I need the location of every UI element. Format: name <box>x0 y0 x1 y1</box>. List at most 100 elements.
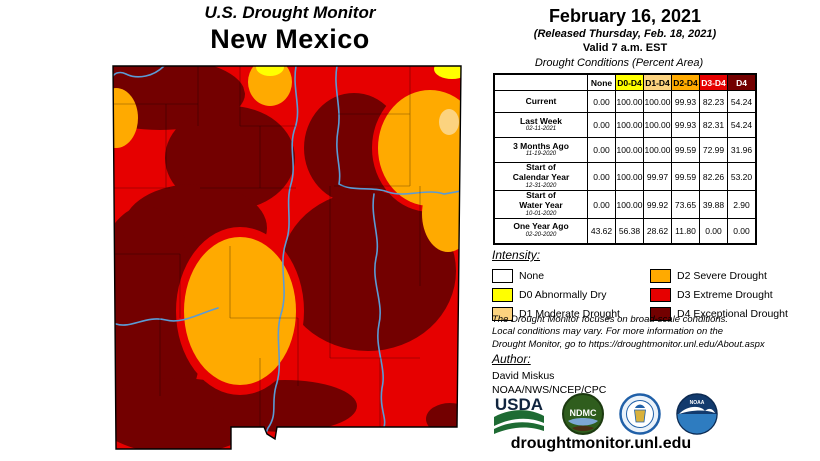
map-container <box>100 56 475 456</box>
value-cell: 100.00 <box>615 190 644 219</box>
value-cell: 11.80 <box>671 218 700 244</box>
released-date: (Released Thursday, Feb. 18, 2021) <box>533 28 717 40</box>
logo-row: USDA NDMC NOAA <box>490 392 719 436</box>
legend-swatch <box>650 306 671 321</box>
value-cell: 99.93 <box>671 112 700 138</box>
noaa-logo: NOAA <box>676 393 718 435</box>
valid-time: Valid 7 a.m. EST <box>582 42 668 54</box>
ndmc-logo-text: NDMC <box>570 408 597 418</box>
usda-logo: USDA <box>494 395 544 434</box>
column-header-d0-d4: D0-D4 <box>615 73 644 91</box>
column-header-d2-d4: D2-D4 <box>671 73 700 91</box>
value-cell: 0.00 <box>587 137 616 163</box>
column-header-none: None <box>587 73 616 91</box>
value-cell: 100.00 <box>615 137 644 163</box>
table-caption: Drought Conditions (Percent Area) <box>534 57 704 69</box>
value-cell: 2.90 <box>727 190 757 219</box>
row-date: 10-01-2020 <box>525 210 557 217</box>
value-cell: 54.24 <box>727 112 757 138</box>
legend-swatch <box>492 287 513 302</box>
value-cell: 99.97 <box>643 162 672 191</box>
rivers <box>113 66 461 434</box>
table-row: One Year Ago 02-20-2020 43.62 56.38 28.62 11.… <box>493 218 757 244</box>
ndmc-water-shape <box>568 418 598 426</box>
drought-monitor-url: droughtmonitor.unl.edu <box>510 435 692 452</box>
table-row: Start of Water Year 10-01-2020 0.00 100.00 9… <box>493 190 757 219</box>
table-row: 3 Months Ago 11-19-2020 0.00 100.00 100.00 99… <box>493 137 757 163</box>
legend-item: D3 Extreme Drought <box>650 287 820 302</box>
value-cell: 82.26 <box>699 162 728 191</box>
usda-field-shape <box>494 410 544 426</box>
intensity-legend: Intensity: None D0 Abnormally Dry D1 Moder… <box>492 248 820 323</box>
legend-label: D4 Exceptional Drought <box>677 307 788 320</box>
legend-swatch <box>650 287 671 302</box>
san-juan-river <box>113 66 165 78</box>
legend-item: D2 Severe Drought <box>650 268 820 283</box>
author-title: Author: <box>492 352 531 366</box>
drought-table: None D0-D4 D1-D4 D2-D4 D3-D4 D4 Current 0.00 10… <box>493 73 757 245</box>
new-mexico-map <box>112 65 462 450</box>
column-header-d4: D4 <box>727 73 757 91</box>
value-cell: 54.24 <box>727 90 757 113</box>
d1-regions <box>439 109 459 135</box>
value-cell: 0.00 <box>699 218 728 244</box>
row-date: 02-11-2021 <box>525 126 557 133</box>
value-cell: 0.00 <box>727 218 757 244</box>
noaa-logo-text: NOAA <box>690 400 705 406</box>
table-corner <box>494 74 588 91</box>
value-cell: 73.65 <box>671 190 700 219</box>
row-date: 12-31-2020 <box>525 182 557 189</box>
ndmc-logo: NDMC <box>562 393 604 435</box>
row-date: 02-20-2020 <box>525 232 557 239</box>
usda-field-shape-2 <box>494 422 544 434</box>
legend-item: D0 Abnormally Dry <box>492 287 650 302</box>
map-date: February 16, 2021 <box>548 6 702 26</box>
pecos-river <box>372 193 386 428</box>
table-header: None D0-D4 D1-D4 D2-D4 D3-D4 D4 <box>494 73 757 91</box>
report-title: U.S. Drought Monitor <box>204 3 376 22</box>
state-name: New Mexico <box>210 24 370 54</box>
value-cell: 99.59 <box>671 162 700 191</box>
map-title-block: U.S. Drought Monitor New Mexico <box>100 3 480 55</box>
value-cell: 28.62 <box>643 218 672 244</box>
intensity-title: Intensity: <box>492 248 541 262</box>
disclaimer-text: The Drought Monitor focuses on broad-sca… <box>492 314 765 350</box>
legend-items: None D0 Abnormally Dry D1 Moderate Drought… <box>492 266 820 323</box>
row-label: One Year Ago 02-20-2020 <box>493 218 588 244</box>
commerce-eagle-shape <box>635 404 645 408</box>
noaa-sea-shape <box>677 414 717 434</box>
value-cell: 82.23 <box>699 90 728 113</box>
value-cell: 0.00 <box>587 90 616 113</box>
legend-swatch <box>492 306 513 321</box>
row-date: 11-19-2020 <box>525 151 557 158</box>
value-cell: 53.20 <box>727 162 757 191</box>
date-block: February 16, 2021 (Released Thursday, Fe… <box>490 6 760 54</box>
value-cell: 100.00 <box>643 90 672 113</box>
state-outline <box>112 65 462 450</box>
value-cell: 100.00 <box>643 137 672 163</box>
table-body: Current 0.00 100.00 100.00 99.93 82.23 54.24 La… <box>493 90 757 244</box>
gila-river <box>115 307 219 326</box>
noaa-gull-shape <box>679 406 715 414</box>
row-label: Current <box>493 90 588 113</box>
legend-label: D1 Moderate Drought <box>519 307 620 320</box>
county-boundaries <box>113 66 421 427</box>
value-cell: 100.00 <box>615 112 644 138</box>
column-header-d1-d4: D1-D4 <box>643 73 672 91</box>
legend-swatch <box>492 268 513 283</box>
legend-swatch <box>650 268 671 283</box>
row-label: Start of Calendar Year 12-31-2020 <box>493 162 588 191</box>
canadian-river <box>335 66 461 195</box>
legend-label: D0 Abnormally Dry <box>519 288 607 301</box>
value-cell: 82.31 <box>699 112 728 138</box>
value-cell: 0.00 <box>587 190 616 219</box>
value-cell: 99.92 <box>643 190 672 219</box>
value-cell: 0.00 <box>587 162 616 191</box>
table-row: Start of Calendar Year 12-31-2020 0.00 100.… <box>493 162 757 191</box>
legend-label: D2 Severe Drought <box>677 269 767 282</box>
value-cell: 72.99 <box>699 137 728 163</box>
column-header-d3-d4: D3-D4 <box>699 73 728 91</box>
legend-item: None <box>492 268 650 283</box>
value-cell: 100.00 <box>643 112 672 138</box>
